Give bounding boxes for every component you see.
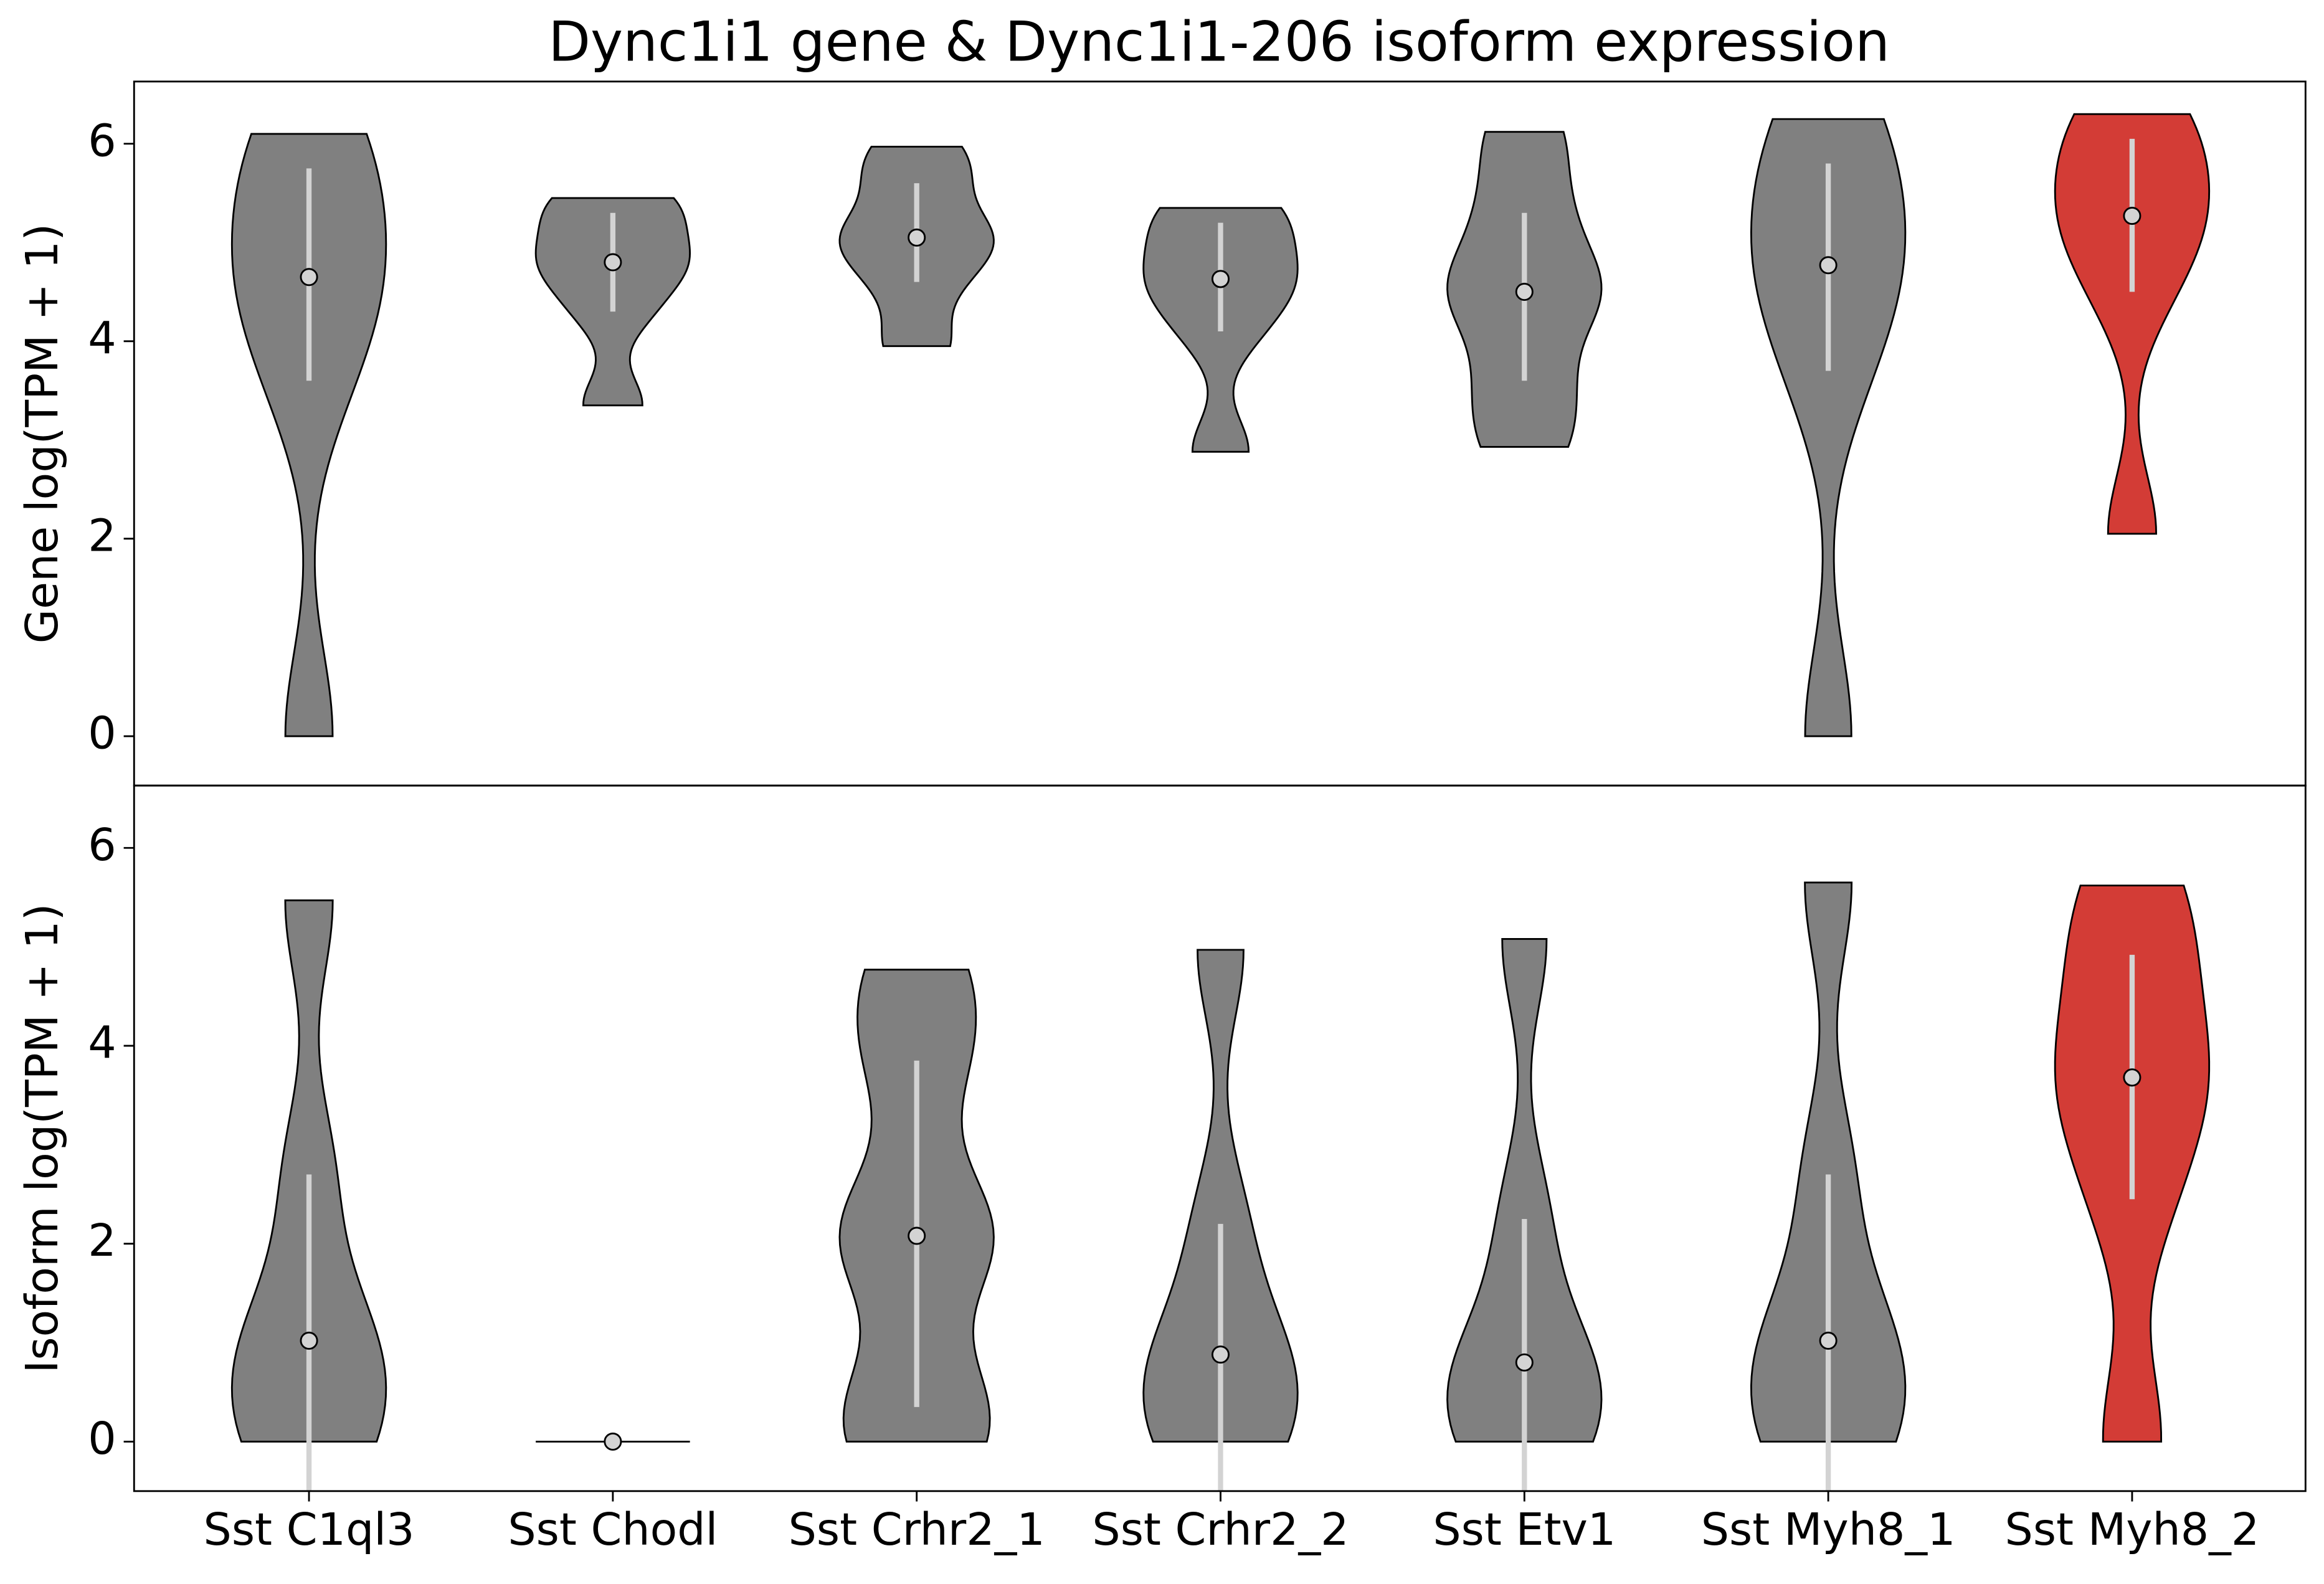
median <box>1819 1331 1838 1350</box>
x-tick-label: Sst Crhr2_2 <box>1092 1504 1349 1555</box>
y-tick-label: 2 <box>88 510 116 561</box>
y-tick-label: 2 <box>88 1215 116 1266</box>
y-axis-label: Isoform log(TPM + 1) <box>16 903 68 1373</box>
violin <box>1446 937 1603 1443</box>
y-tick-label: 6 <box>88 115 116 166</box>
median <box>1211 1345 1230 1364</box>
median <box>1515 1353 1534 1372</box>
violin <box>230 133 387 737</box>
y-tick-label: 6 <box>88 819 116 871</box>
x-tick-label: Sst Etv1 <box>1433 1504 1616 1555</box>
y-tick-label: 0 <box>88 1413 116 1464</box>
x-tick-label: Sst C1ql3 <box>204 1504 415 1555</box>
x-tick-label: Sst Myh8_1 <box>1701 1504 1956 1555</box>
median <box>2123 1068 2141 1087</box>
violin <box>230 899 387 1443</box>
y-axis-label: Gene log(TPM + 1) <box>16 224 68 643</box>
y-tick-label: 0 <box>88 707 116 759</box>
y-tick-label: 4 <box>88 1017 116 1069</box>
chart-title: Dync1i1 gene & Dync1i1-206 isoform expre… <box>548 10 1890 74</box>
median <box>2123 206 2141 225</box>
median <box>908 228 926 247</box>
median <box>300 268 318 287</box>
median <box>604 1432 622 1451</box>
x-tick-label: Sst Crhr2_1 <box>789 1504 1045 1555</box>
y-tick-label: 4 <box>88 312 116 364</box>
median <box>604 253 622 272</box>
median <box>1515 283 1534 301</box>
violin <box>1750 881 1907 1443</box>
median <box>300 1331 318 1350</box>
violin <box>1142 949 1299 1443</box>
median <box>1819 256 1838 275</box>
violin <box>2054 113 2211 535</box>
violin <box>1750 118 1907 737</box>
axes-frame <box>133 784 2307 1492</box>
x-tick-label: Sst Myh8_2 <box>2005 1504 2260 1555</box>
x-tick-label: Sst Chodl <box>508 1504 718 1555</box>
median <box>1211 270 1230 288</box>
median <box>908 1226 926 1245</box>
